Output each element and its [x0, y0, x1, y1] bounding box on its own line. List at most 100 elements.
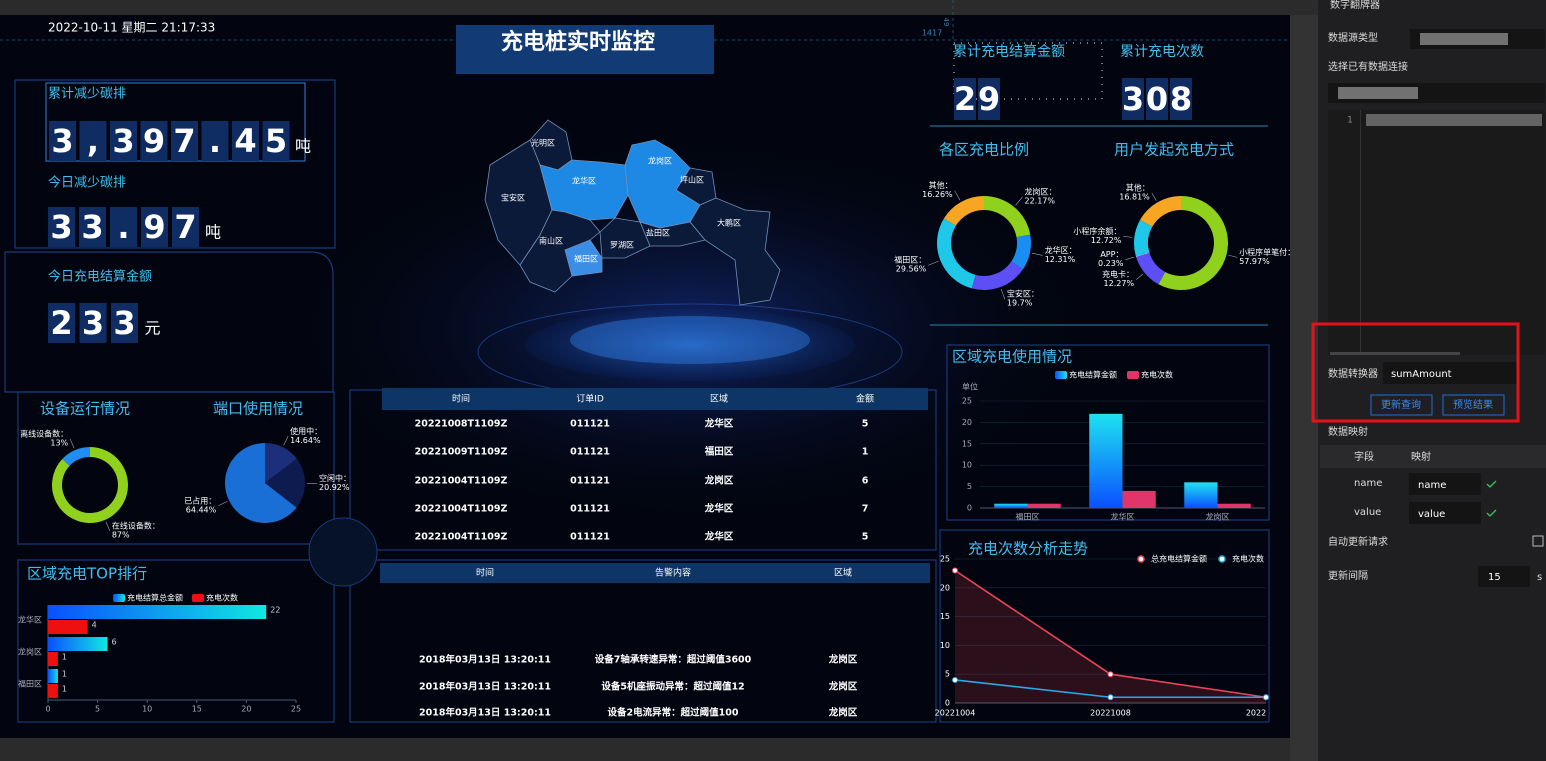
- y-tick-label: 20: [940, 583, 950, 592]
- ruler-mark: 49: [942, 18, 950, 27]
- counter-digit: 0: [1146, 80, 1168, 118]
- ruler-mark: 1417: [922, 29, 942, 38]
- update-query-button[interactable]: [1370, 394, 1433, 416]
- field-label: 数据转换器: [1328, 367, 1378, 380]
- mapping-select[interactable]: [1409, 473, 1481, 495]
- digit-box: [1122, 78, 1144, 120]
- map-region-label: 南山区: [539, 236, 563, 246]
- counter-unit: 吨: [205, 223, 221, 242]
- table-cell: 福田区: [704, 446, 734, 458]
- table-cell: 20221009T1109Z: [415, 447, 508, 458]
- converter-select[interactable]: [1383, 362, 1518, 384]
- legend-label: 充电次数: [206, 593, 238, 603]
- preview-button[interactable]: [1442, 394, 1505, 416]
- bar-value-label: 6: [112, 638, 117, 647]
- digit-box: [141, 207, 168, 247]
- table-cell: 011121: [570, 504, 610, 515]
- interval-input[interactable]: [1478, 566, 1530, 587]
- chart-segment: [1133, 219, 1153, 257]
- panel-heading: 数字翻牌器: [1330, 0, 1380, 11]
- map-region-label: 光明区: [531, 138, 555, 148]
- chart-title: 区域充电TOP排行: [27, 565, 147, 583]
- button-label[interactable]: 预览结果: [1453, 398, 1493, 411]
- chart-segment: [265, 458, 305, 508]
- label-leader: [283, 436, 289, 446]
- auto-update-checkbox[interactable]: [1532, 535, 1544, 547]
- table-cell: 011121: [570, 447, 610, 458]
- counter-label: 今日减少碳排: [48, 175, 126, 191]
- table-cell: 20221004T1109Z: [415, 476, 508, 487]
- y-tick-label: 5: [945, 670, 950, 679]
- map-region-label: 罗湖区: [610, 241, 634, 250]
- legend-label: 总充电结算金额: [1151, 554, 1207, 564]
- counter-digit: 2: [50, 304, 72, 342]
- counter-digit: ,: [87, 122, 99, 160]
- table-cell: 2018年03月13日 13:20:11: [419, 707, 551, 719]
- counter-digit: 3: [50, 208, 72, 246]
- chart-segment: [936, 218, 976, 289]
- field-label: 选择已有数据连接: [1328, 60, 1408, 73]
- digit-box: [232, 121, 259, 161]
- field-label: 数据映射: [1328, 425, 1368, 438]
- panel-joint: [308, 517, 378, 587]
- table-header: [382, 388, 928, 410]
- legend-marker: [1127, 371, 1139, 379]
- chart-title: 各区充电比例: [939, 141, 1029, 159]
- legend-marker: [113, 594, 125, 602]
- bar: [994, 503, 1028, 508]
- table-cell: 5: [862, 419, 869, 430]
- button-label[interactable]: 更新查询: [1381, 398, 1421, 411]
- counter-digit: .: [117, 208, 129, 246]
- chart-title: 设备运行情况: [40, 400, 130, 418]
- redacted-text: [1420, 33, 1508, 45]
- table-cell: 1: [862, 447, 869, 458]
- label-leader: [105, 521, 111, 532]
- segment-value-label: 20.92%: [319, 483, 350, 492]
- x-tick-label: 0: [45, 705, 50, 714]
- x-tick-label: 20221004: [935, 709, 976, 718]
- segment-label: 使用中：: [290, 426, 322, 436]
- x-tick-label: 龙岗区: [1206, 512, 1230, 522]
- legend-marker: [1218, 555, 1226, 563]
- chart-title: 端口使用情况: [213, 400, 303, 418]
- segment-label: 其他：: [929, 180, 953, 190]
- segment-label: 充电卡：: [1102, 269, 1134, 279]
- counter-digit: 3: [113, 304, 135, 342]
- chart-segment: [1011, 234, 1031, 270]
- column-header: 字段: [1354, 450, 1374, 463]
- legend-marker: [192, 594, 204, 602]
- mapping-header: [1320, 445, 1546, 468]
- bar-value-label: 1: [62, 653, 67, 662]
- segment-value-label: 12.31%: [1045, 255, 1076, 264]
- table-cell: 011121: [570, 419, 610, 430]
- counter-digit: 2: [954, 80, 976, 118]
- table-cell: 20221004T1109Z: [415, 532, 508, 543]
- counter-unit: 吨: [295, 137, 311, 156]
- bar: [48, 620, 88, 634]
- segment-label: 空闲中：: [319, 473, 351, 483]
- segment-value-label: 14.64%: [290, 436, 321, 445]
- mapping-select[interactable]: [1409, 502, 1481, 524]
- digit-box: [1146, 78, 1168, 120]
- legend-marker: [1055, 371, 1067, 379]
- y-axis-label: 单位: [962, 382, 978, 392]
- digit-box: [262, 121, 290, 161]
- bar: [1217, 503, 1251, 508]
- chart-segment: [984, 196, 1031, 238]
- y-tick-label: 25: [940, 555, 950, 564]
- y-tick-label: 15: [940, 612, 950, 621]
- table-header-cell: 区域: [834, 567, 852, 579]
- label-leader: [1135, 273, 1144, 280]
- map-region-label: 龙岗区: [648, 156, 672, 166]
- bar: [1089, 413, 1123, 508]
- table-cell: 龙华区: [704, 418, 734, 430]
- bar-value-label: 1: [62, 670, 67, 679]
- map-region-label: 龙华区: [572, 176, 596, 186]
- segment-value-label: 64.44%: [186, 505, 217, 514]
- digit-box: [110, 207, 137, 247]
- code-editor[interactable]: [1328, 110, 1545, 355]
- bar: [1184, 482, 1218, 508]
- select-value: sumAmount: [1391, 369, 1452, 380]
- label-leader: [928, 260, 939, 266]
- segment-label: APP：: [1100, 250, 1123, 259]
